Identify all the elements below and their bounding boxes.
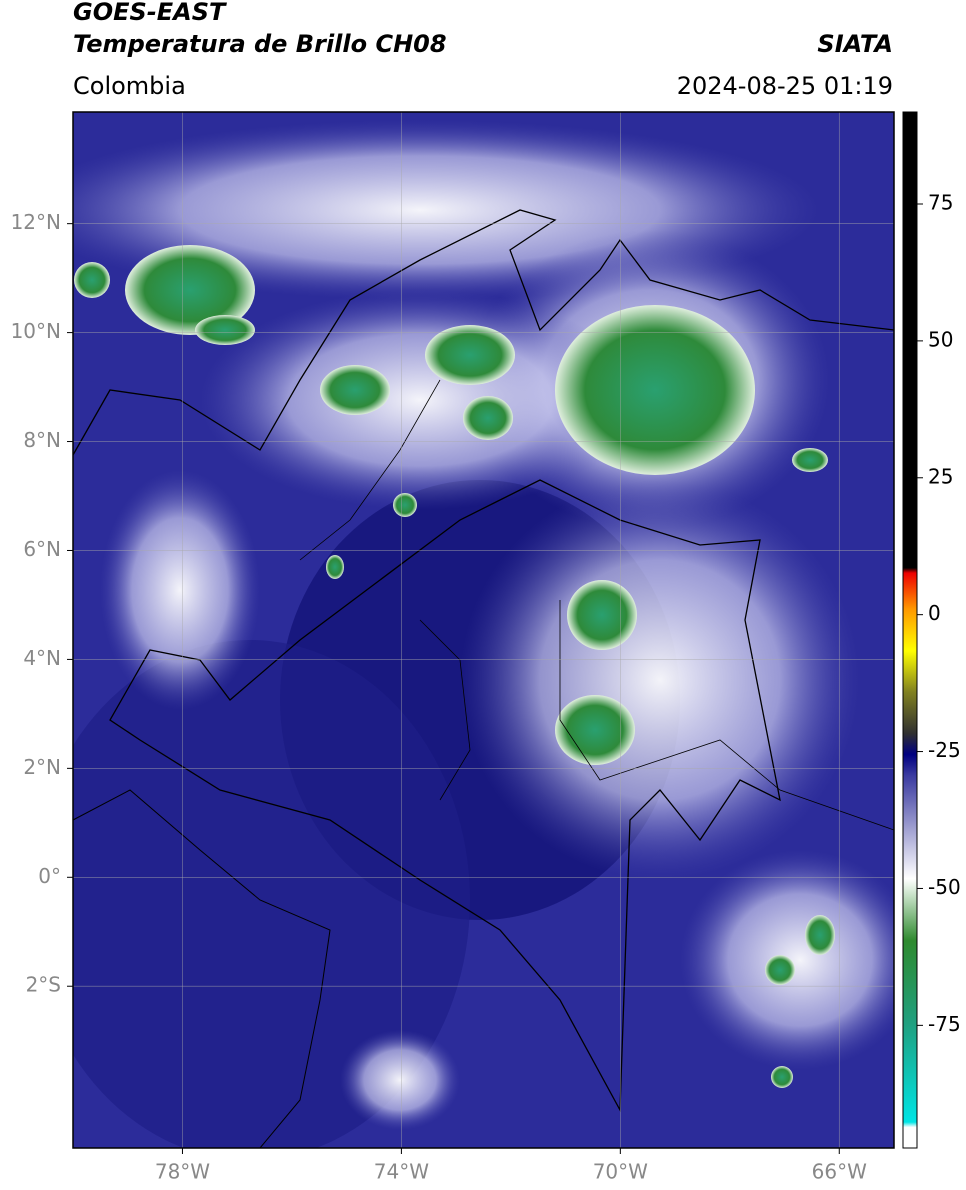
y-tick-label: 4°N [23,646,61,670]
y-tick-label: 6°N [23,537,61,561]
colorbar-tick-label: -50 [928,875,961,899]
map-frame [72,111,895,1149]
region: Colombia [73,72,186,100]
y-tick-label: 8°N [23,428,61,452]
title-line1: GOES-EAST [73,0,227,26]
y-tick-label: 0° [38,864,61,888]
y-tick-label: 10°N [11,319,61,343]
x-tick-label: 78°W [155,1160,210,1184]
colorbar [902,111,918,1149]
source: SIATA [817,30,893,58]
x-tick-label: 66°W [812,1160,867,1184]
datetime: 2024-08-25 01:19 [677,72,893,100]
y-tick-label: 2°N [23,755,61,779]
colorbar-tick-label: -75 [928,1012,961,1036]
colorbar-tick-label: 75 [928,190,953,214]
x-tick-label: 70°W [593,1160,648,1184]
colorbar-tick-label: -25 [928,738,961,762]
satellite-image [73,112,894,1148]
y-tick-label: 2°S [26,973,61,997]
y-tick-label: 12°N [11,210,61,234]
colorbar-tick-label: 50 [928,327,953,351]
colorbar-tick-label: 0 [928,601,941,625]
x-tick-label: 74°W [374,1160,429,1184]
title-line2: Temperatura de Brillo CH08 [73,30,447,58]
graticule [73,112,894,1148]
colorbar-tick-label: 25 [928,464,953,488]
